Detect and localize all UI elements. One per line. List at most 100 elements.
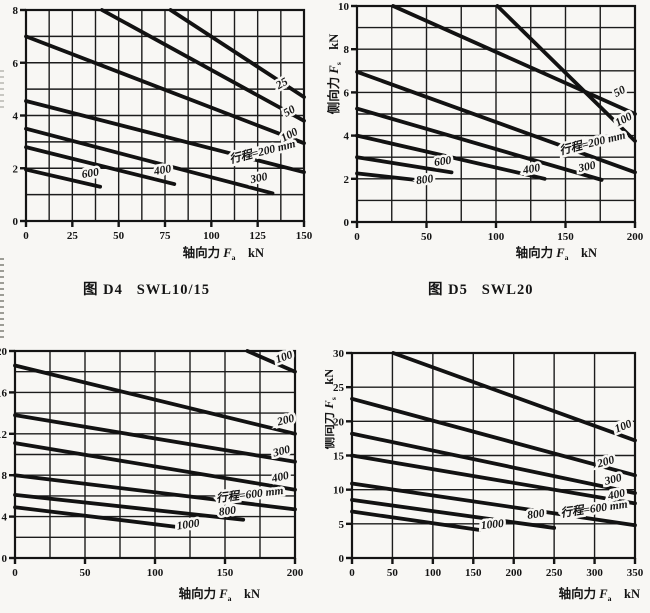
curve-label: 400 xyxy=(270,470,291,486)
data-curves xyxy=(355,4,637,182)
curve-label: 1000 xyxy=(480,518,504,532)
x-tick-label: 200 xyxy=(287,567,304,579)
axis-ticks xyxy=(346,351,637,564)
curve-label: 300 xyxy=(602,472,623,488)
axis-ticks xyxy=(20,8,306,227)
y-tick-label: 0 xyxy=(344,217,350,229)
data-curves xyxy=(13,349,297,529)
y-tick-label: 8 xyxy=(2,470,8,482)
tick-labels: 0 25 50 75 100 125 150 0 2 4 6 8 xyxy=(13,5,313,242)
curve-1000 xyxy=(350,509,482,532)
chart-bottom-left: 050100150200048121620100200300400行程=600 … xyxy=(0,310,325,613)
y-axis-label: 侧向力 Fs kN xyxy=(326,34,343,115)
page-edge-text-artifact xyxy=(0,258,4,338)
figure-caption-d4: 图 D4 SWL10/15 xyxy=(83,282,210,298)
x-tick-label: 50 xyxy=(80,567,92,579)
x-tick-label: 250 xyxy=(546,567,563,579)
curve-label: 800 xyxy=(218,505,237,519)
curve-600 xyxy=(24,167,103,189)
y-tick-label: 6 xyxy=(344,87,350,99)
chart-bottom-right: 0 50 100 150 200 250 300 350 0 5 10 15 20 25 30 100 200 3… xyxy=(325,310,650,613)
curve-300 xyxy=(350,431,637,495)
x-tick-label: 50 xyxy=(113,230,125,242)
y-axis-label: 侧向力 Fs kN xyxy=(325,369,338,450)
data-curves xyxy=(350,351,637,532)
x-tick-label: 350 xyxy=(627,567,644,579)
x-tick-label: 150 xyxy=(557,231,574,243)
curve-100 xyxy=(495,4,637,143)
curve-行程=600 mm xyxy=(13,473,297,512)
curve-100 xyxy=(245,349,297,374)
x-tick-label: 200 xyxy=(505,567,522,579)
x-tick-label: 150 xyxy=(465,567,482,579)
x-tick-label: 100 xyxy=(488,231,505,243)
y-tick-label: 4 xyxy=(13,111,19,123)
curve-label: 行程=600 mm xyxy=(215,484,284,505)
x-tick-label: 0 xyxy=(23,230,29,242)
curve-400 xyxy=(13,441,297,492)
y-tick-label: 15 xyxy=(333,451,345,463)
tick-labels: 0 50 100 150 200 0 2 4 6 8 10 xyxy=(338,1,644,243)
y-tick-label: 30 xyxy=(333,348,345,360)
curve-label: 600 xyxy=(81,166,100,181)
curve-200 xyxy=(350,396,637,478)
curve-label: 600 xyxy=(433,155,452,169)
y-tick-label: 25 xyxy=(333,382,345,394)
x-tick-label: 0 xyxy=(354,231,360,243)
axis-ticks xyxy=(351,4,637,228)
y-tick-label: 20 xyxy=(333,416,345,428)
x-tick-label: 100 xyxy=(425,567,442,579)
grid xyxy=(356,5,636,223)
y-tick-label: 20 xyxy=(0,346,8,358)
curve-label: 800 xyxy=(415,173,434,187)
grid xyxy=(351,352,636,559)
x-tick-label: 0 xyxy=(12,567,18,579)
y-tick-label: 2 xyxy=(344,174,350,186)
curve-400 xyxy=(24,145,177,186)
page-edge-text-artifact xyxy=(0,70,4,108)
curve-label: 300 xyxy=(576,160,597,176)
curve-800 xyxy=(355,171,418,182)
axis-label: 轴向力 Fa kN xyxy=(179,586,260,603)
y-tick-label: 6 xyxy=(13,58,19,70)
y-tick-label: 10 xyxy=(333,485,345,497)
curve-50 xyxy=(100,8,306,123)
axis-label: 轴向力 Fa kN xyxy=(516,245,597,262)
x-tick-label: 150 xyxy=(217,567,234,579)
figure-caption-d5: 图 D5 SWL20 xyxy=(428,282,534,298)
x-tick-label: 100 xyxy=(147,567,164,579)
y-tick-label: 4 xyxy=(2,512,8,524)
curve-400 xyxy=(355,133,547,181)
chart-swl10-15: 0 25 50 75 100 125 150 0 2 4 6 8 25 50 100 行程=200 mm 300… xyxy=(0,0,325,300)
x-tick-label: 300 xyxy=(586,567,603,579)
curve-label: 300 xyxy=(248,171,269,187)
chart-svg-bottom-right: 0 50 100 150 200 250 300 3500510152025301002003… xyxy=(325,348,644,603)
curve-label: 100 xyxy=(613,418,634,436)
curve-label: 400 xyxy=(152,163,172,178)
chart-swl20: 0 50 100 150 200 0 2 4 6 8 10 50 100 行程=200 mm 300 400 6… xyxy=(325,0,650,300)
y-tick-label: 8 xyxy=(13,5,19,17)
curve-200 xyxy=(13,363,297,436)
curve-600 xyxy=(355,155,454,175)
curve-800 xyxy=(350,498,557,530)
x-tick-label: 100 xyxy=(203,230,220,242)
curve-label: 行程=200 mm xyxy=(558,129,627,158)
axis-ticks xyxy=(9,349,297,564)
y-tick-label: 10 xyxy=(338,1,350,13)
y-tick-label: 0 xyxy=(2,553,8,565)
curve-50 xyxy=(391,4,637,116)
curve-label: 800 xyxy=(527,508,546,522)
curve-label: 400 xyxy=(521,162,541,177)
x-tick-label: 50 xyxy=(387,567,399,579)
curve-100 xyxy=(391,351,637,443)
curve-label: 50 xyxy=(612,84,628,100)
curve-行程=200 mm xyxy=(355,69,637,175)
y-tick-label: 0 xyxy=(339,553,345,565)
curve-label: 1000 xyxy=(176,517,201,532)
curve-行程=200 mm xyxy=(24,99,306,175)
curve-label: 300 xyxy=(271,444,292,460)
curve-行程=600 mm xyxy=(350,481,637,528)
curve-100 xyxy=(24,34,306,146)
